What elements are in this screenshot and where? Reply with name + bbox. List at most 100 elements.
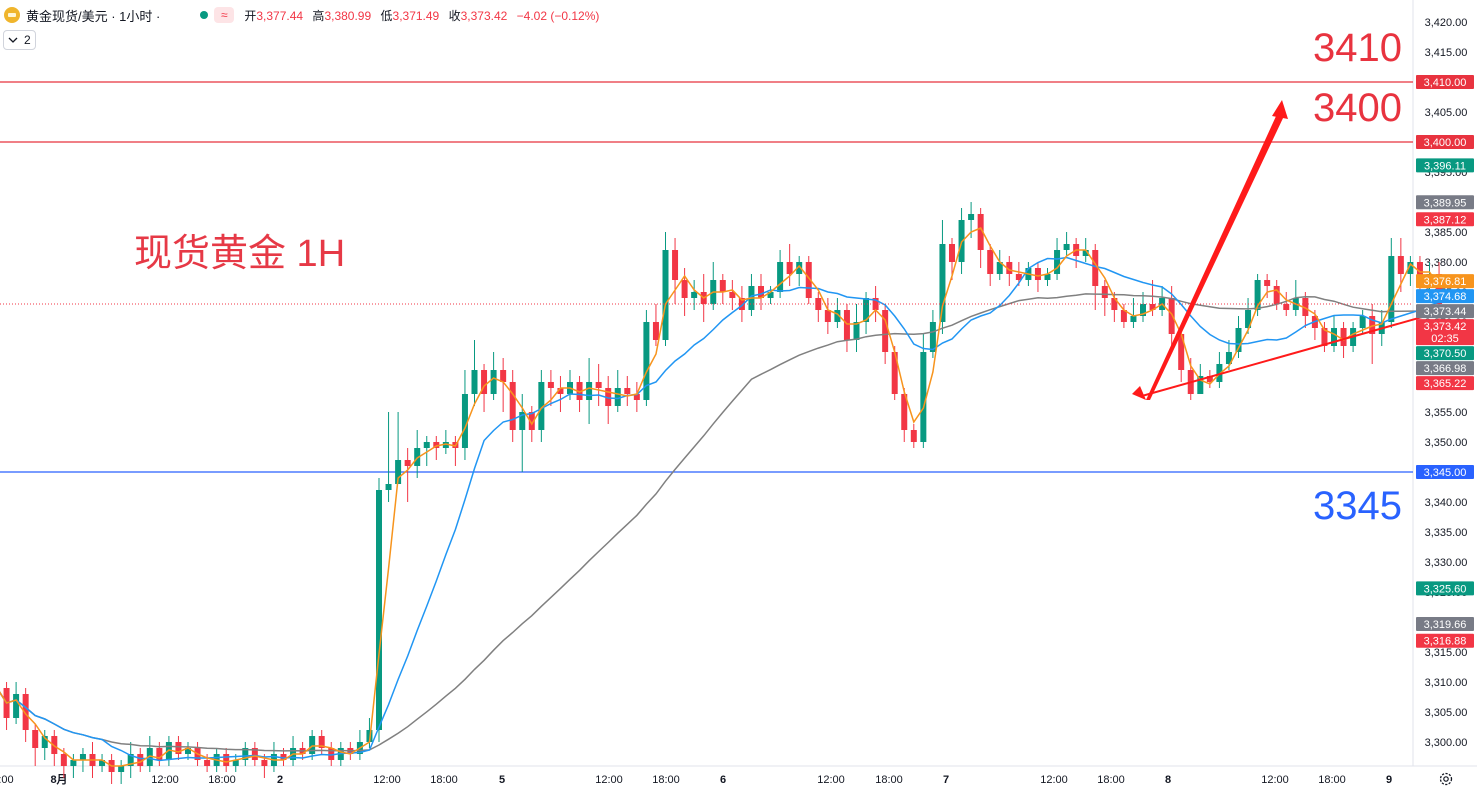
price-tag-label: 3,410.00 <box>1424 77 1467 89</box>
candle-body <box>805 262 812 298</box>
forecast-arrowhead-down <box>1132 386 1146 400</box>
candle-body <box>404 460 411 466</box>
candle-body <box>318 736 325 748</box>
candle-body <box>1054 250 1061 274</box>
candle-body <box>815 298 822 310</box>
candle-body <box>996 262 1003 274</box>
x-tick-label: 8月 <box>50 773 67 786</box>
candle-body <box>1178 334 1185 370</box>
candle-body <box>1235 328 1242 352</box>
price-tag-label: 3,400.00 <box>1424 137 1467 149</box>
price-tag-label: 3,325.60 <box>1424 583 1467 595</box>
candle-body <box>796 262 803 274</box>
candle-body <box>1369 316 1376 334</box>
candle-body <box>471 370 478 394</box>
indicators-toggle[interactable]: 2 <box>3 30 36 50</box>
chevron-down-icon <box>8 37 18 43</box>
candle-body <box>929 322 936 352</box>
price-tag-label: 3,316.88 <box>1424 636 1467 648</box>
candle-body <box>99 760 106 766</box>
price-tag-bg <box>1416 633 1474 648</box>
x-tick-label: 12:00 <box>817 774 845 786</box>
candle-body <box>1140 304 1146 316</box>
candle-body <box>1273 286 1280 304</box>
x-tick-label: 9 <box>1386 774 1392 786</box>
candle-body <box>777 262 784 292</box>
candle-body <box>843 310 850 340</box>
annotation-level-3410[interactable]: 3410 <box>1313 26 1402 70</box>
price-tag-label: 3,376.81 <box>1424 276 1467 288</box>
settings-gear-icon[interactable] <box>1438 771 1454 787</box>
candle-body <box>968 214 975 220</box>
candle-body <box>414 448 421 466</box>
high-value: 3,380.99 <box>324 8 372 23</box>
y-tick-label: 3,330.00 <box>1425 557 1468 569</box>
y-tick-label: 3,315.00 <box>1425 647 1468 659</box>
candle-body <box>605 388 612 406</box>
low-value: 3,371.49 <box>392 8 440 23</box>
candle-body <box>863 298 870 322</box>
candle-body <box>672 250 679 280</box>
candle-body <box>1359 316 1366 328</box>
candle-body <box>786 262 793 274</box>
candle-body <box>882 310 889 352</box>
candle-body <box>1006 262 1013 274</box>
candle-body <box>423 442 430 448</box>
market-status[interactable]: ≈ <box>200 7 235 23</box>
candle-body <box>185 748 191 754</box>
candle-body <box>1302 298 1309 316</box>
candle-body <box>920 352 927 442</box>
ma-mid-line <box>0 256 1440 762</box>
forecast-arrow-down <box>1141 309 1448 397</box>
price-tag-bg <box>1416 158 1474 173</box>
price-tag-bg <box>1416 361 1474 376</box>
candle-body <box>1092 250 1099 286</box>
candle-body <box>528 412 535 430</box>
candle-body <box>719 280 726 292</box>
candle-body <box>538 382 545 430</box>
candle-body <box>1283 304 1290 310</box>
candle-body <box>22 694 29 730</box>
candle-body <box>165 742 172 760</box>
candle-body <box>433 442 440 448</box>
candle-body <box>1407 262 1414 274</box>
candle-body <box>41 736 48 748</box>
x-tick-label: :00 <box>0 774 14 786</box>
candle-body <box>624 388 631 394</box>
price-tag-bg <box>1416 319 1474 346</box>
candle-body <box>853 322 860 340</box>
candle-body <box>891 352 898 394</box>
candle-body <box>261 760 268 766</box>
candle-body <box>1063 244 1070 250</box>
price-tag-label: 3,387.12 <box>1424 214 1467 226</box>
candle-body <box>242 748 249 760</box>
candle-body <box>461 394 468 448</box>
price-tag-label: 3,345.00 <box>1424 467 1467 479</box>
candle-body <box>156 748 163 760</box>
close-label: 收 <box>448 8 461 23</box>
candle-body <box>1034 268 1041 280</box>
annotation-level-3345[interactable]: 3345 <box>1313 484 1402 528</box>
x-tick-label: 18:00 <box>1097 774 1125 786</box>
y-tick-label: 3,385.00 <box>1425 227 1468 239</box>
annotation-level-3400[interactable]: 3400 <box>1313 86 1402 130</box>
delayed-data-badge[interactable]: ≈ <box>214 7 235 23</box>
candle-body <box>376 490 382 730</box>
symbol-title[interactable]: 黄金现货/美元 · 1小时 · <box>26 8 161 24</box>
chart-annotation-title[interactable]: 现货黄金 1H <box>134 233 346 275</box>
candle-body <box>939 244 946 322</box>
candle-body <box>643 322 650 400</box>
candle-body <box>309 736 316 754</box>
candle-body <box>662 250 669 340</box>
price-tag-label: 3,370.50 <box>1424 348 1467 360</box>
price-tag-bg <box>1416 346 1474 361</box>
y-tick-label: 3,305.00 <box>1425 707 1468 719</box>
candle-body <box>79 754 86 760</box>
candle-body <box>1082 250 1089 256</box>
candle-body <box>251 748 258 760</box>
forecast-arrowhead-up <box>1272 100 1288 119</box>
candle-body <box>385 484 392 490</box>
candle-body <box>32 730 39 748</box>
candle-body <box>547 382 554 388</box>
